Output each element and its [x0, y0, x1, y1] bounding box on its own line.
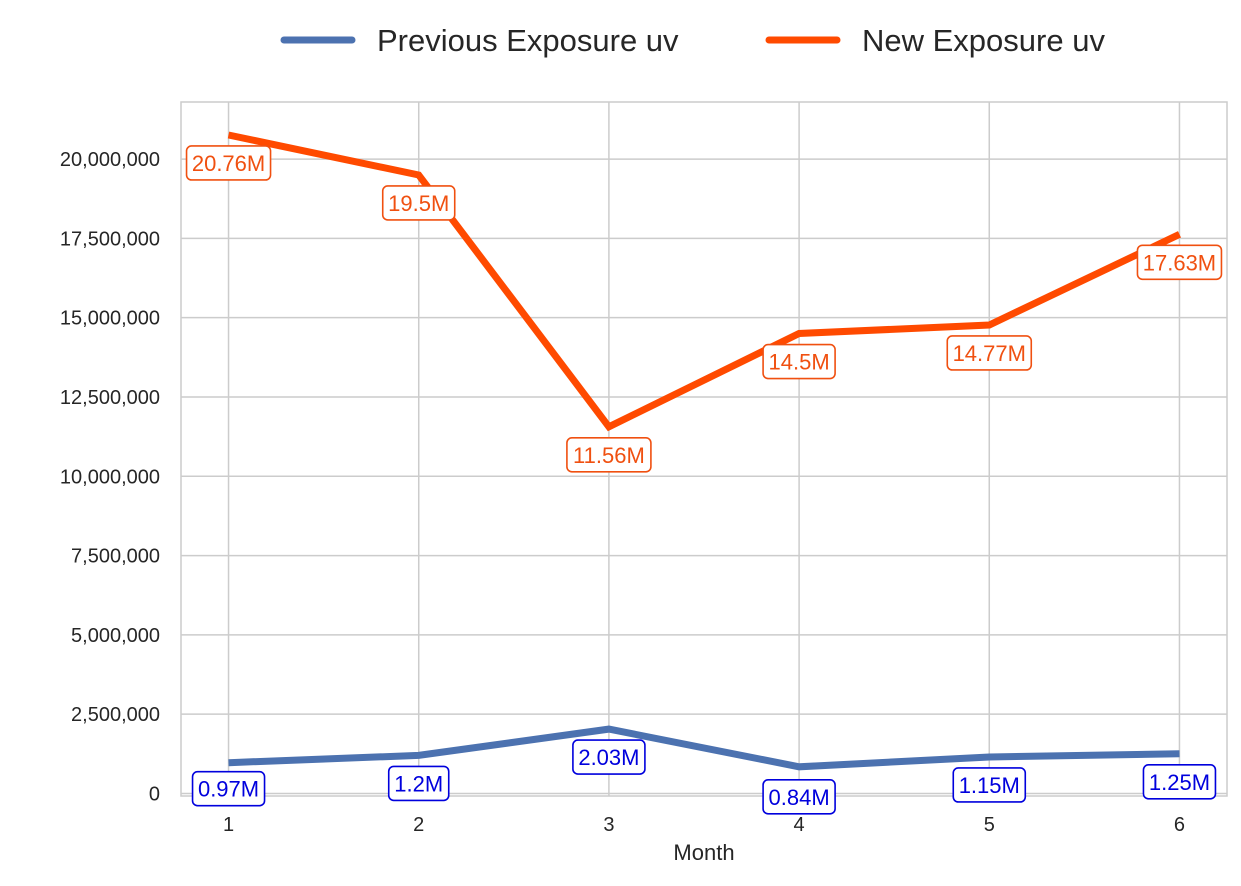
plot-frame: [180, 101, 1228, 797]
data-label: 1.2M: [387, 765, 450, 802]
x-tick-label: 6: [1174, 814, 1185, 836]
data-label-text: 14.77M: [953, 341, 1026, 366]
data-label-box: [566, 436, 652, 473]
legend-label: New Exposure uv: [862, 23, 1105, 58]
y-axis-ticks: 0 2,500,000 5,000,000 7,500,000 10,000,000 12…: [60, 149, 160, 805]
data-label-box: [762, 343, 836, 380]
y-tick-label: 7,500,000: [71, 546, 160, 568]
data-label: 20.76M: [185, 145, 272, 181]
data-label-box: [185, 145, 272, 181]
data-label-text: 19.5M: [388, 191, 449, 216]
x-tick-label: 2: [413, 814, 424, 836]
data-label-text: 20.76M: [192, 151, 265, 176]
data-label-text: 11.56M: [573, 443, 645, 468]
grid: [181, 102, 1227, 796]
data-label-text: 0.84M: [769, 785, 830, 810]
x-axis-ticks: 1 2 3 4 5 6: [223, 814, 1185, 836]
legend: Previous Exposure uv New Exposure uv: [280, 23, 1105, 58]
data-label-text: 1.25M: [1149, 770, 1210, 795]
data-label: 19.5M: [381, 185, 456, 221]
y-tick-label: 2,500,000: [71, 704, 160, 726]
data-labels: 0.97M 1.2M 2.03M 0.84M 1.15M 1.25M 20.76M 19.5M…: [185, 145, 1223, 815]
data-label-text: 0.97M: [198, 777, 259, 802]
data-label-box: [191, 770, 266, 807]
data-label: 17.63M: [1136, 244, 1223, 281]
y-tick-label: 0: [149, 783, 160, 805]
series-line-2: [227, 131, 1182, 432]
data-label-text: 1.2M: [394, 771, 443, 796]
y-tick-label: 17,500,000: [60, 228, 160, 250]
data-label: 1.15M: [952, 767, 1027, 803]
data-label-box: [1136, 244, 1223, 281]
series-line-1: [228, 725, 1180, 771]
data-label-box: [572, 739, 646, 775]
data-label-box: [1142, 764, 1217, 800]
y-tick-label: 12,500,000: [60, 387, 160, 409]
legend-item: New Exposure uv: [765, 23, 1105, 58]
data-label-box: [381, 185, 456, 221]
y-tick-label: 5,000,000: [71, 625, 160, 647]
data-label-box: [762, 779, 836, 815]
x-tick-label: 1: [223, 814, 234, 836]
data-label: 2.03M: [572, 739, 646, 775]
x-tick-label: 3: [603, 814, 614, 836]
data-label: 14.5M: [762, 343, 836, 380]
x-axis-label: Month: [673, 840, 734, 865]
legend-label: Previous Exposure uv: [377, 23, 679, 58]
data-label: 0.97M: [191, 770, 266, 807]
legend-item: Previous Exposure uv: [280, 23, 679, 58]
data-label-box: [387, 765, 450, 802]
data-label: 11.56M: [566, 436, 652, 473]
data-label: 1.25M: [1142, 764, 1217, 800]
data-label-text: 1.15M: [959, 773, 1020, 798]
data-label-box: [946, 335, 1033, 371]
x-tick-label: 4: [794, 814, 805, 836]
y-tick-label: 10,000,000: [60, 466, 160, 488]
y-tick-label: 15,000,000: [60, 308, 160, 330]
data-label: 14.77M: [946, 335, 1033, 371]
data-label: 0.84M: [762, 779, 836, 815]
data-label-text: 2.03M: [578, 745, 639, 770]
series-lines: [227, 131, 1182, 771]
data-label-text: 17.63M: [1143, 250, 1216, 275]
data-label-text: 14.5M: [769, 350, 830, 375]
y-tick-label: 20,000,000: [60, 149, 160, 171]
x-tick-label: 5: [984, 814, 995, 836]
data-label-box: [952, 767, 1027, 803]
